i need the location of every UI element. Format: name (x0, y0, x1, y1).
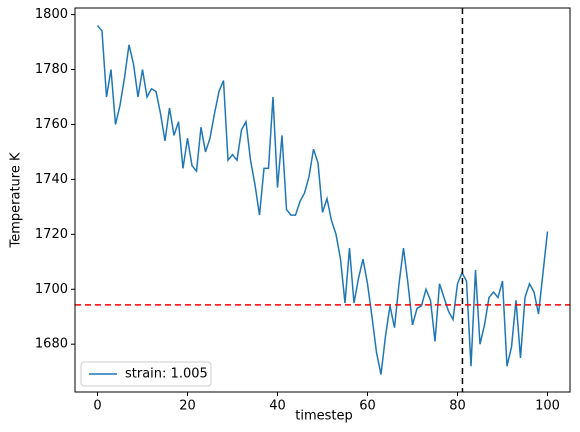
y-tick-label: 1740 (35, 172, 68, 187)
y-tick-label: 1700 (35, 282, 68, 297)
legend-box (80, 361, 212, 387)
y-axis-label: Temperature K (9, 152, 24, 248)
y-tick-label: 1680 (35, 337, 68, 352)
y-tick-label: 1780 (35, 62, 68, 77)
y-tick-label: 1760 (35, 117, 68, 132)
x-tick-label: 60 (359, 399, 376, 414)
y-tick-label: 1800 (35, 7, 68, 22)
y-tick-label: 1720 (35, 227, 68, 242)
x-axis-label: timestep (295, 409, 353, 424)
x-tick-label: 20 (179, 399, 196, 414)
data-line (96, 25, 549, 375)
x-tick-label: 80 (449, 399, 466, 414)
x-tick-label: 40 (269, 399, 286, 414)
legend-label: strain: 1.005 (125, 367, 208, 382)
x-tick-label: 100 (535, 399, 560, 414)
x-tick-label: 0 (93, 399, 101, 414)
plot-frame (74, 7, 571, 393)
